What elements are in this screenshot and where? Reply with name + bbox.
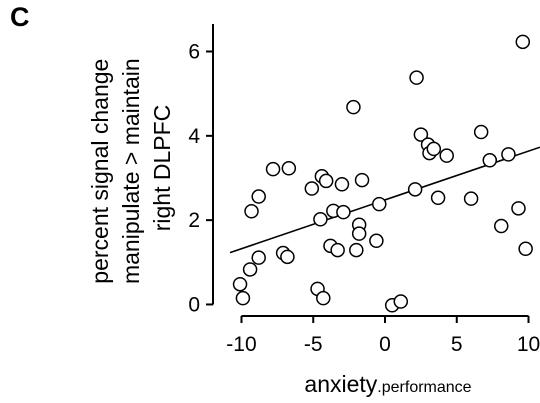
x-ticks: -10 -5 0 5 10	[226, 316, 540, 356]
data-point	[494, 218, 509, 234]
data-point	[426, 141, 442, 157]
data-point	[280, 249, 295, 265]
x-tick-label: 0	[379, 333, 391, 356]
data-point	[346, 99, 361, 115]
data-point	[518, 241, 533, 257]
data-point	[407, 182, 423, 197]
y-tick-label: 6	[188, 41, 200, 64]
data-point	[463, 191, 479, 206]
axes	[212, 24, 529, 317]
panel-label: C	[10, 2, 30, 32]
x-tick-label: 10	[517, 333, 540, 356]
x-axis-label-sub: .performance	[377, 379, 471, 396]
x-axis-label-main: anxiety	[304, 371, 377, 397]
data-point	[316, 290, 331, 306]
data-point	[330, 242, 345, 258]
data-point	[409, 70, 424, 85]
data-point	[349, 242, 364, 258]
data-point	[232, 276, 248, 292]
data-point	[393, 294, 409, 309]
data-point	[413, 127, 429, 142]
data-point	[482, 153, 498, 168]
data-point	[313, 212, 328, 227]
x-tick-label: -10	[226, 333, 256, 356]
y-tick-label: 2	[188, 209, 200, 232]
data-point	[304, 181, 320, 196]
y-tick-label: 4	[188, 125, 200, 148]
y-axis-label-line-1: percent signal change	[87, 59, 113, 284]
x-tick-label: 5	[451, 333, 463, 356]
data-point	[265, 161, 281, 177]
x-tick-label: -5	[304, 333, 323, 356]
data-point	[430, 190, 446, 206]
data-point	[251, 250, 266, 265]
data-point	[244, 204, 259, 219]
y-tick-label: 0	[188, 293, 200, 316]
data-point	[511, 201, 526, 216]
data-point	[369, 233, 384, 249]
data-point	[318, 173, 334, 189]
y-axis-label: percent signal change manipulate > maint…	[87, 52, 175, 284]
data-point	[372, 196, 387, 212]
data-point	[251, 189, 266, 204]
data-point	[334, 177, 350, 192]
data-points	[232, 34, 533, 313]
data-point	[351, 226, 367, 241]
data-point	[473, 124, 489, 140]
data-point	[242, 262, 258, 277]
data-point	[515, 34, 531, 50]
y-axis-label-line-3: right DLPFC	[149, 105, 175, 232]
data-point	[501, 147, 516, 162]
data-point	[281, 161, 297, 176]
y-axis-label-line-2: manipulate > maintain	[118, 58, 144, 284]
x-axis-label: anxiety.performance	[304, 371, 471, 397]
y-ticks: 0 2 4 6	[188, 41, 213, 316]
data-point	[235, 290, 251, 306]
data-point	[354, 172, 370, 188]
data-point	[336, 204, 351, 220]
data-point	[439, 148, 454, 163]
